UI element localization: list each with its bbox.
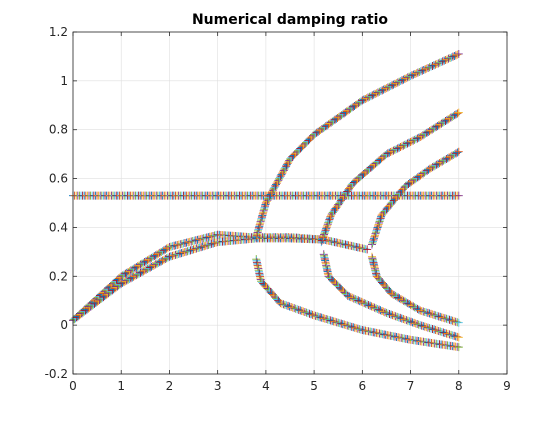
y-tick-label: -0.2	[45, 367, 68, 381]
data-point	[299, 141, 308, 150]
series-branch-6	[317, 108, 463, 247]
y-tick-label: 1	[60, 74, 68, 88]
data-point	[296, 144, 305, 153]
x-tick-label: 0	[69, 379, 77, 393]
data-point	[340, 288, 349, 297]
series-branch-5	[252, 255, 463, 352]
data-point	[454, 333, 463, 342]
x-tick-label: 5	[310, 379, 318, 393]
data-point	[302, 138, 311, 147]
data-point	[289, 151, 298, 160]
data-point	[305, 135, 314, 144]
data-point	[303, 137, 312, 146]
marks-layer	[69, 49, 463, 352]
x-tick-label: 6	[359, 379, 367, 393]
x-tick-label: 9	[503, 379, 511, 393]
y-tick-label: 0.8	[49, 123, 68, 137]
x-tick-label: 2	[166, 379, 174, 393]
data-point	[300, 139, 309, 148]
data-point	[327, 275, 336, 284]
y-tick-label: 0	[60, 318, 68, 332]
ticks-layer: 0 1 2 3 4 5 6 7 8 9-0.200.20.40.60.811.2	[45, 25, 511, 393]
data-point	[332, 280, 341, 289]
series-branch-9	[367, 252, 463, 327]
grid-layer	[72, 31, 508, 375]
y-tick-label: 0.6	[49, 172, 68, 186]
data-point	[331, 279, 340, 288]
data-point	[339, 287, 348, 296]
data-point	[306, 134, 315, 143]
data-point	[304, 136, 313, 145]
data-point	[454, 108, 463, 117]
chart-title: Numerical damping ratio	[192, 12, 388, 28]
series-branch-7	[319, 250, 463, 342]
data-point	[363, 245, 372, 254]
plot-frame	[72, 31, 508, 375]
data-point	[454, 318, 463, 327]
data-point	[333, 281, 342, 290]
data-point	[335, 283, 344, 292]
data-point	[454, 191, 463, 200]
data-point	[291, 149, 300, 158]
data-point	[329, 276, 338, 285]
data-point	[338, 286, 347, 295]
data-point	[330, 278, 339, 287]
data-point	[298, 142, 307, 151]
x-tick-label: 4	[262, 379, 270, 393]
data-point	[290, 150, 299, 159]
x-tick-label: 7	[407, 379, 415, 393]
data-point	[337, 284, 346, 293]
data-point	[454, 49, 463, 58]
data-point	[295, 145, 304, 154]
data-point	[453, 332, 462, 341]
data-point	[453, 318, 462, 327]
x-tick-label: 8	[455, 379, 463, 393]
x-tick-label: 3	[214, 379, 222, 393]
x-tick-label: 1	[117, 379, 125, 393]
data-point	[453, 148, 462, 157]
data-point	[454, 147, 463, 156]
data-point	[297, 143, 306, 152]
data-point	[454, 343, 463, 352]
data-point	[334, 282, 343, 291]
series-branch-8	[367, 147, 463, 249]
data-point	[294, 146, 303, 155]
data-point	[453, 50, 462, 59]
y-tick-label: 0.4	[49, 220, 68, 234]
data-point	[307, 132, 316, 141]
series-branch-4	[252, 49, 463, 242]
y-tick-label: 0.2	[49, 269, 68, 283]
data-point	[292, 148, 301, 157]
y-tick-label: 1.2	[49, 25, 68, 39]
data-point	[453, 109, 462, 118]
